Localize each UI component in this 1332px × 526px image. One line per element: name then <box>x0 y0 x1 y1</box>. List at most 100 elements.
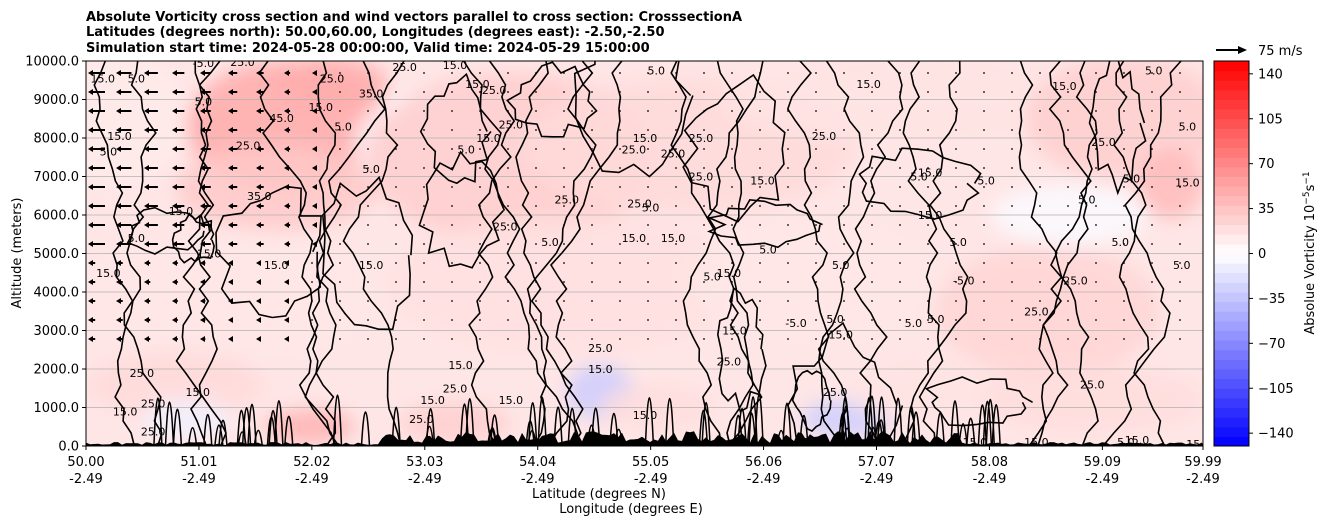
wind-vector-head <box>172 298 177 304</box>
wind-vector-dot <box>983 91 985 93</box>
contour-label: 5.0 <box>905 317 923 330</box>
wind-vector-dot <box>479 243 481 245</box>
low-level-contour <box>424 425 435 446</box>
wind-vector-dot <box>563 243 565 245</box>
colorbar-tick-label: −70 <box>1258 337 1285 352</box>
colorbar-tick-label: 70 <box>1258 157 1275 172</box>
vorticity-patch <box>141 399 232 439</box>
x-tick-label-longitude: -2.49 <box>182 472 216 487</box>
wind-vector-head <box>284 70 289 76</box>
contour-label: 5.0 <box>541 236 559 249</box>
low-level-contour <box>698 409 709 446</box>
wind-vector-dot <box>423 281 425 283</box>
wind-vector-head <box>284 89 289 95</box>
wind-vector-head <box>172 70 177 76</box>
chart-title-line-1: Absolute Vorticity cross section and win… <box>86 10 742 25</box>
colorbar-band <box>1214 157 1249 168</box>
wind-vector-dot <box>871 262 873 264</box>
wind-vector-dot <box>563 205 565 207</box>
wind-vector-dot <box>1067 338 1069 340</box>
low-level-contour <box>664 397 675 446</box>
wind-vector-dot <box>591 129 593 131</box>
wind-vector-dot <box>1179 110 1181 112</box>
wind-vector-dot <box>367 148 369 150</box>
contour-label: 5.0 <box>334 120 352 133</box>
wind-vector-dot <box>563 72 565 74</box>
wind-vector-dot <box>1151 110 1153 112</box>
wind-vector-dot <box>927 167 929 169</box>
wind-vector-head <box>172 279 177 285</box>
wind-vector-dot <box>1151 129 1153 131</box>
contour-label: 5.0 <box>1078 194 1096 207</box>
wind-vector-dot <box>899 148 901 150</box>
wind-vector-dot <box>815 72 817 74</box>
low-level-contour <box>867 395 877 446</box>
contour-label: 25.0 <box>1091 136 1116 149</box>
wind-vector-dot <box>423 224 425 226</box>
vorticity-patch <box>276 61 388 112</box>
x-tick-label-latitude: 58.08 <box>971 455 1008 470</box>
wind-vector-dot <box>395 110 397 112</box>
wind-vector-head <box>228 146 233 152</box>
contour-line <box>1018 61 1099 446</box>
wind-vector-dot <box>367 243 369 245</box>
x-axis-label-latitude: Latitude (degrees N) <box>532 487 666 502</box>
wind-vector-dot <box>1123 338 1125 340</box>
contour-label: 15.0 <box>1175 176 1200 189</box>
wind-vector-head <box>144 70 149 76</box>
wind-vector-dot <box>395 319 397 321</box>
wind-vector-dot <box>675 148 677 150</box>
low-level-contour <box>332 394 343 446</box>
wind-vector-dot <box>675 281 677 283</box>
wind-vector-dot <box>787 72 789 74</box>
wind-vector-head <box>172 222 177 228</box>
colorbar-band <box>1214 138 1249 149</box>
wind-vector-dot <box>507 186 509 188</box>
wind-vector-dot <box>927 319 929 321</box>
wind-vector-dot <box>451 300 453 302</box>
wind-vector-dot <box>395 129 397 131</box>
wind-vector-dot <box>647 243 649 245</box>
wind-vector-dot <box>759 262 761 264</box>
colorbar-tick-label: −140 <box>1258 427 1294 442</box>
wind-vector-head <box>200 203 205 209</box>
wind-vectors <box>88 70 1181 342</box>
wind-vector-dot <box>1179 205 1181 207</box>
low-level-contour <box>799 414 809 446</box>
contour-label: 5.0 <box>1123 172 1141 185</box>
colorbar-band <box>1214 349 1249 360</box>
wind-vector-dot <box>423 91 425 93</box>
wind-vector-dot <box>871 91 873 93</box>
x-tick-label-latitude: 53.03 <box>406 455 443 470</box>
wind-vector-dot <box>871 205 873 207</box>
wind-key-label: 75 m/s <box>1258 44 1303 59</box>
wind-vector-dot <box>1039 167 1041 169</box>
wind-vector-dot <box>451 319 453 321</box>
wind-vector-dot <box>1095 186 1097 188</box>
wind-vector-head <box>228 165 233 171</box>
contour-label: 5.0 <box>804 436 822 449</box>
wind-vector-dot <box>759 205 761 207</box>
contour-line <box>187 61 221 446</box>
wind-vector-dot <box>731 167 733 169</box>
contour-label: 25.0 <box>812 130 837 143</box>
wind-vector-dot <box>339 300 341 302</box>
wind-vector-dot <box>563 129 565 131</box>
x-tick-label-longitude: -2.49 <box>521 472 555 487</box>
wind-vector-head <box>256 165 261 171</box>
wind-vector-dot <box>619 110 621 112</box>
grid-lines <box>86 61 1203 446</box>
wind-vector-dot <box>591 338 593 340</box>
colorbar-band <box>1214 378 1249 389</box>
low-level-contour <box>840 396 851 446</box>
wind-vector-dot <box>1095 110 1097 112</box>
colorbar-band <box>1214 215 1249 226</box>
wind-vector-dot <box>563 319 565 321</box>
wind-vector-dot <box>451 243 453 245</box>
wind-vector-dot <box>675 319 677 321</box>
contour-label: 25.0 <box>627 197 652 210</box>
wind-vector-dot <box>703 224 705 226</box>
contour-label: 5.0 <box>642 201 660 214</box>
wind-vector-dot <box>675 129 677 131</box>
wind-vector-dot <box>731 129 733 131</box>
